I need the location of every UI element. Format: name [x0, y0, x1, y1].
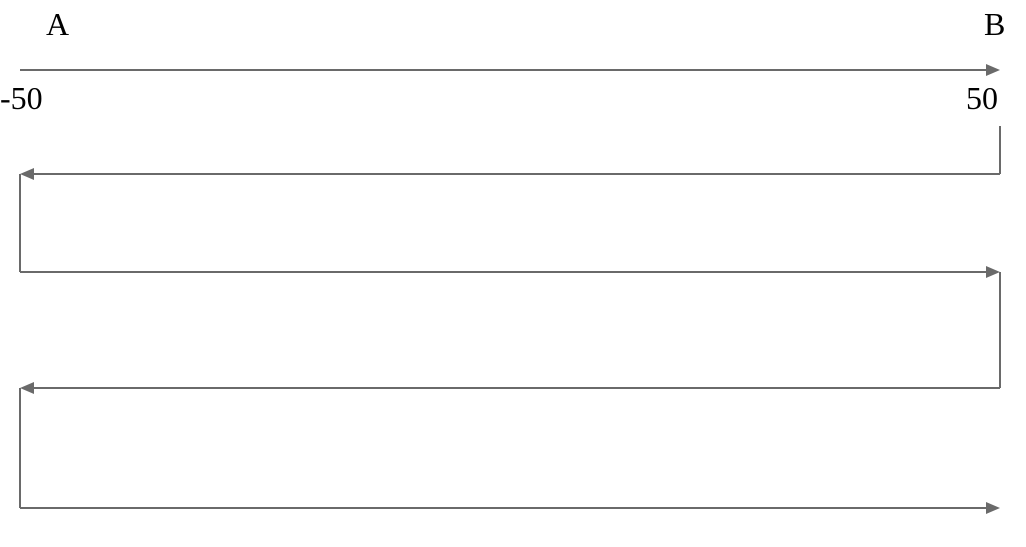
line-4-ba-arrowhead: [20, 382, 34, 394]
line-3-ab-arrowhead: [986, 266, 1000, 278]
diagram-lines: [0, 0, 1026, 547]
diagram-canvas: A B -50 50: [0, 0, 1026, 547]
line-1-ab-arrowhead: [986, 64, 1000, 76]
line-2-ba-arrowhead: [20, 168, 34, 180]
line-5-ab-arrowhead: [986, 502, 1000, 514]
